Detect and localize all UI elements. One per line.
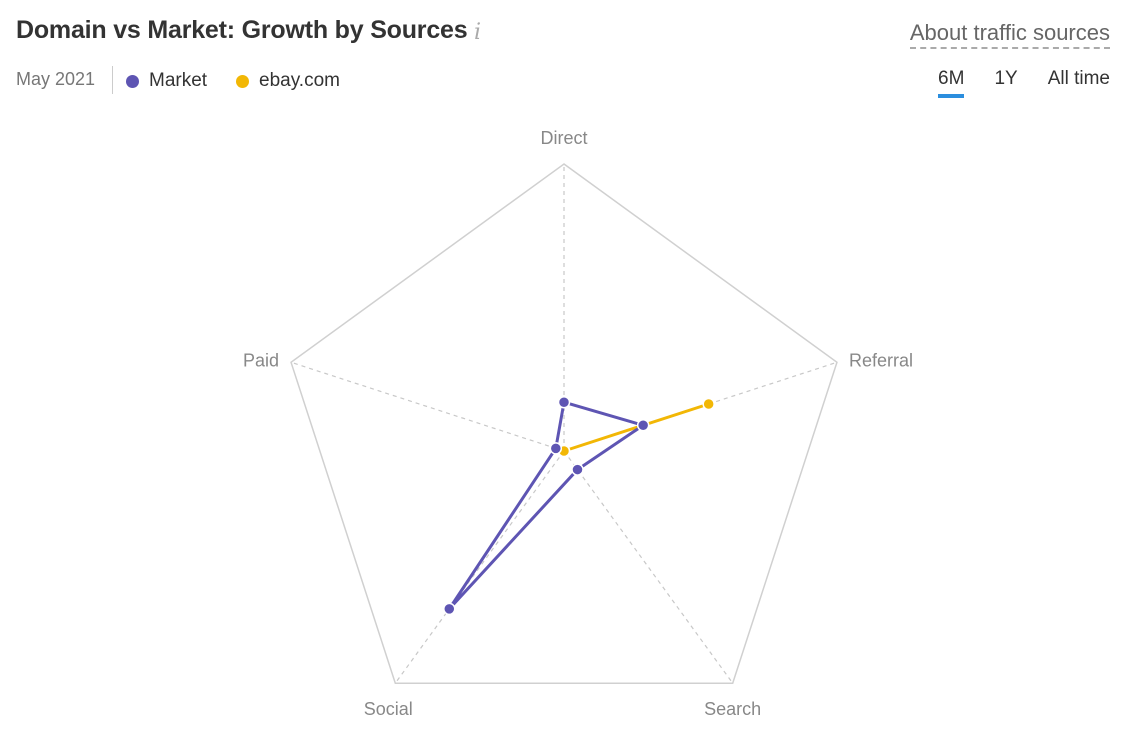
chart-title: Domain vs Market: Growth by Sources	[16, 16, 468, 44]
period-selector: 6M 1Y All time	[938, 68, 1110, 98]
axis-label-referral: Referral	[849, 350, 913, 370]
axis-label-direct: Direct	[540, 128, 587, 148]
period-all-time-tab[interactable]: All time	[1047, 68, 1110, 89]
period-6m-tab[interactable]: 6M	[938, 68, 965, 98]
point-market-social	[443, 602, 456, 616]
legend-item-market[interactable]: Market	[126, 70, 207, 92]
about-traffic-sources-link[interactable]: About traffic sources	[909, 20, 1110, 49]
point-market-search	[571, 463, 584, 476]
axis-label-search: Search	[704, 699, 761, 719]
radar-series	[443, 395, 715, 616]
date-label: May 2021	[16, 69, 96, 89]
axis-label-paid: Paid	[243, 350, 279, 370]
series-line-market	[447, 400, 645, 611]
axis-spoke-search	[563, 450, 734, 684]
market-legend-dot	[126, 74, 139, 88]
radar-grid	[290, 163, 838, 684]
point-market-paid	[549, 442, 563, 455]
legend-label-ebay: ebay.com	[259, 70, 340, 91]
axis-spoke-social	[394, 450, 565, 684]
info-icon[interactable]: i	[474, 20, 482, 45]
ebay-legend-dot	[236, 74, 249, 88]
axis-spoke-paid	[290, 361, 565, 452]
axis-labels: Direct Referral Search Social Paid	[243, 128, 913, 719]
axis-label-social: Social	[364, 699, 413, 719]
point-market-referral	[636, 419, 650, 432]
radar-outline	[290, 163, 838, 684]
divider	[112, 66, 113, 94]
point-market-direct	[557, 395, 571, 409]
legend-label-market: Market	[149, 70, 208, 91]
legend-item-ebay[interactable]: ebay.com	[236, 70, 340, 92]
series-line-ebay-com	[562, 402, 711, 453]
period-1y-tab[interactable]: 1Y	[994, 68, 1018, 89]
point-ebay-com-referral	[702, 397, 715, 411]
